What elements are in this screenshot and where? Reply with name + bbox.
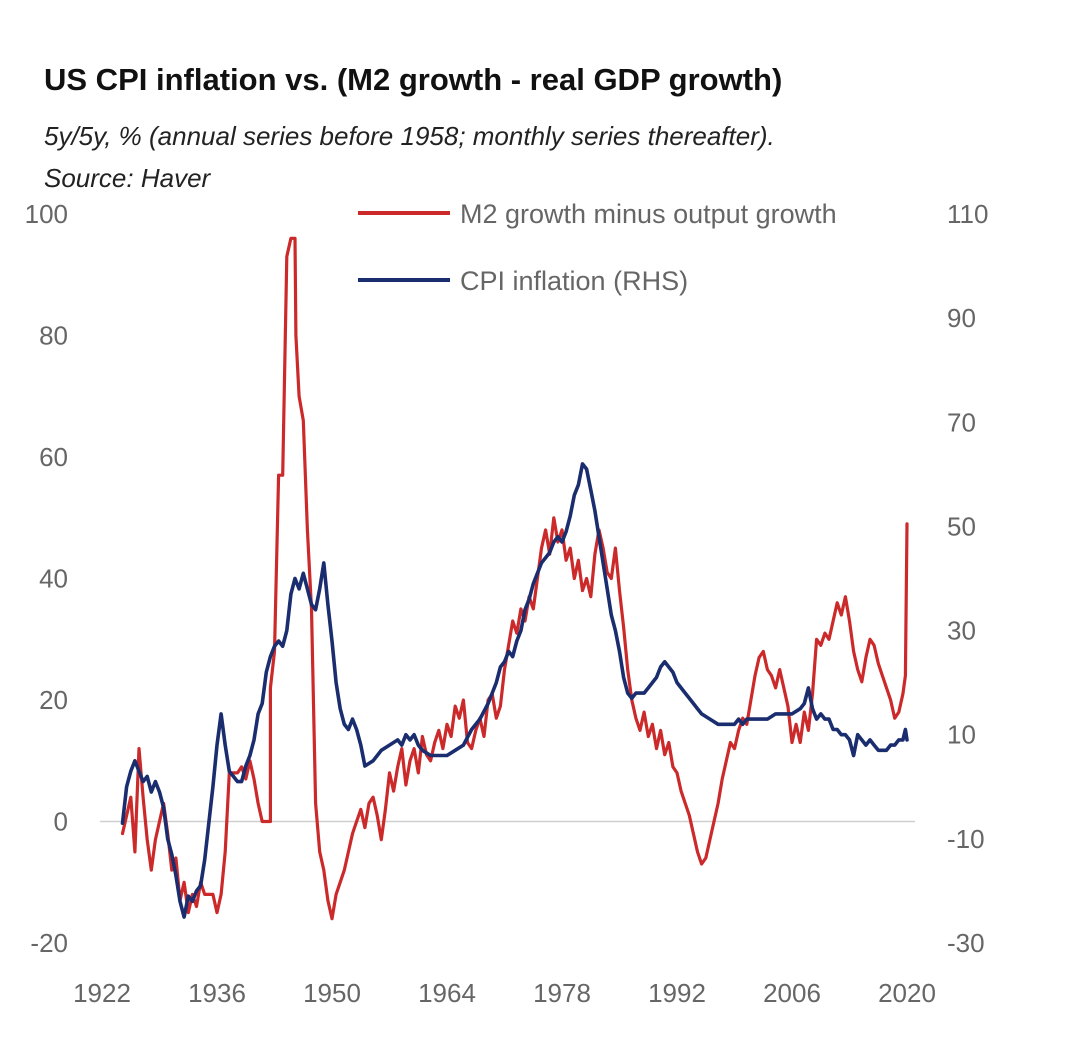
chart-subtitle: 5y/5y, % (annual series before 1958; mon…	[44, 115, 775, 199]
legend-label: CPI inflation (RHS)	[460, 266, 688, 296]
left-tick-label: 100	[25, 199, 68, 229]
x-tick-label: 1922	[73, 978, 131, 1008]
series-line-cpi	[120, 462, 909, 919]
right-tick-label: 50	[947, 511, 976, 541]
legend: M2 growth minus output growth CPI inflati…	[358, 199, 837, 296]
series-group	[120, 236, 909, 921]
legend-label: M2 growth minus output growth	[460, 199, 837, 229]
right-tick-label: 70	[947, 407, 976, 437]
left-tick-label: 20	[39, 685, 68, 715]
x-tick-label: 2006	[763, 978, 821, 1008]
right-axis-ticks: -30 -10 10 30 50 70 90 110	[947, 199, 988, 958]
left-axis-ticks: -20 0 20 40 60 80 100	[25, 199, 68, 958]
x-tick-label: 1964	[418, 978, 476, 1008]
x-tick-label: 1978	[533, 978, 591, 1008]
subtitle-line-1: 5y/5y, % (annual series before 1958; mon…	[44, 121, 775, 151]
left-tick-label: 40	[39, 564, 68, 594]
x-tick-label: 1936	[188, 978, 246, 1008]
left-tick-label: 0	[54, 807, 68, 837]
series-line-m2	[120, 236, 909, 921]
right-tick-label: 10	[947, 720, 976, 750]
right-tick-label: -10	[947, 824, 985, 854]
x-axis-ticks: 1922 1936 1950 1964 1978 1992 2006 2020	[73, 978, 936, 1008]
left-tick-label: 60	[39, 442, 68, 472]
left-tick-label: 80	[39, 321, 68, 351]
chart-title: US CPI inflation vs. (M2 growth - real G…	[44, 62, 783, 97]
x-tick-label: 1950	[303, 978, 361, 1008]
x-tick-label: 2020	[878, 978, 936, 1008]
left-tick-label: -20	[30, 928, 68, 958]
right-tick-label: -30	[947, 928, 985, 958]
right-tick-label: 110	[947, 199, 988, 229]
right-tick-label: 30	[947, 616, 976, 646]
right-tick-label: 90	[947, 303, 976, 333]
subtitle-line-2: Source: Haver	[44, 163, 211, 193]
x-tick-label: 1992	[648, 978, 706, 1008]
